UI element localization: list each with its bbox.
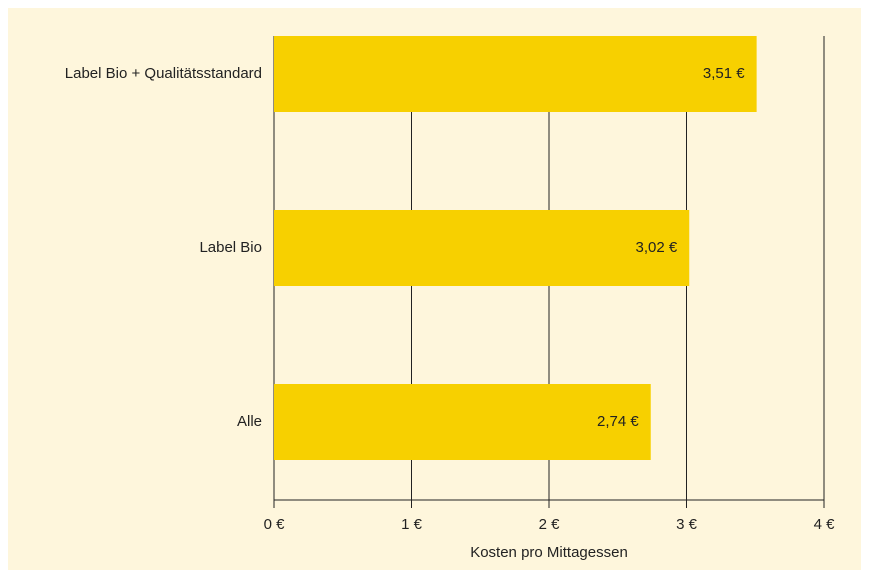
value-label: 2,74 € (597, 413, 639, 430)
bar (274, 36, 757, 112)
y-tick-label: Alle (237, 413, 262, 430)
y-tick-label: Label Bio + Qualitätsstandard (65, 65, 262, 82)
bar (274, 210, 690, 286)
x-axis-label: Kosten pro Mittagessen (470, 544, 628, 561)
y-tick-label: Label Bio (199, 239, 262, 256)
x-tick-label: 4 € (814, 516, 836, 533)
x-tick-label: 1 € (401, 516, 423, 533)
x-tick-label: 2 € (539, 516, 561, 533)
value-label: 3,51 € (703, 65, 745, 82)
x-tick-label: 0 € (264, 516, 286, 533)
value-label: 3,02 € (636, 239, 678, 256)
bar (274, 384, 651, 460)
x-tick-label: 3 € (676, 516, 698, 533)
